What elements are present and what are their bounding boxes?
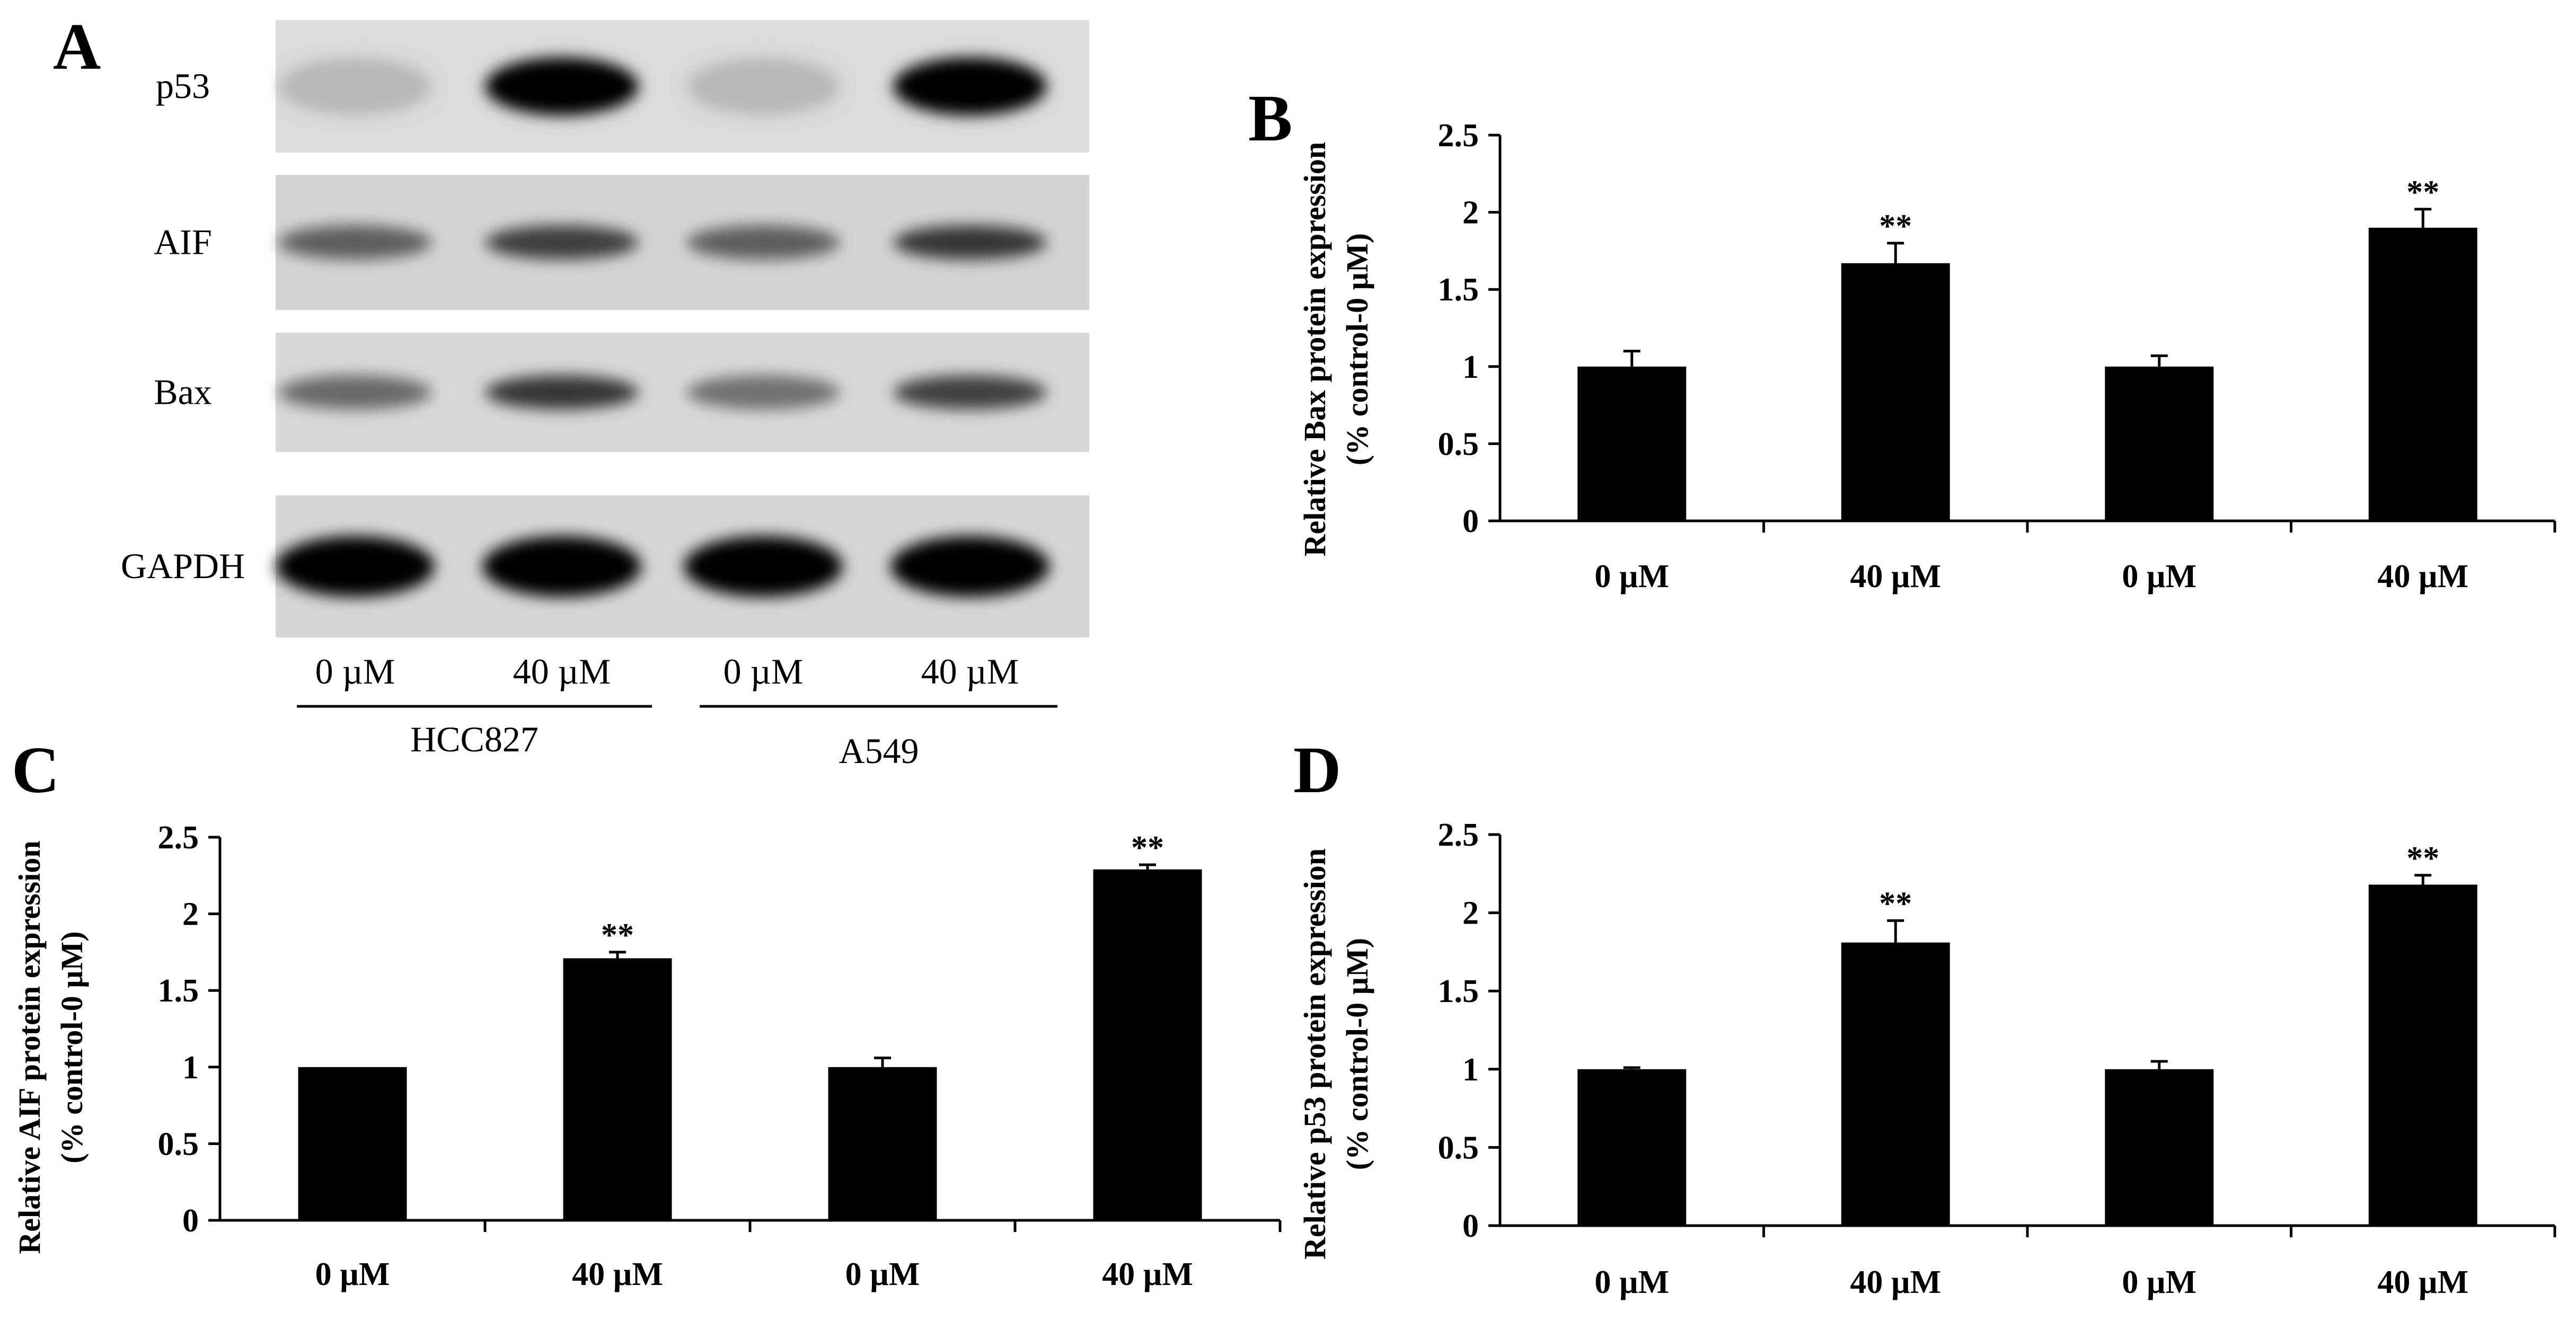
blot-lane-label: 0 µM xyxy=(724,651,804,691)
blot-band xyxy=(893,57,1047,116)
western-blot: p53 AIF Bax GAPDH 0 µM 40 µM 0 µM 40 µM HCC827… xyxy=(121,20,1089,771)
blot-band xyxy=(890,536,1049,597)
y-tick-label: 0.5 xyxy=(1438,1130,1479,1166)
bar xyxy=(298,1067,407,1220)
x-category-label: 40 µM xyxy=(572,1256,663,1292)
y-tick-label: 2.5 xyxy=(1438,118,1479,154)
blot-band xyxy=(485,375,639,410)
blot-lane-label: 0 µM xyxy=(315,651,395,691)
x-category-label: 40 µM xyxy=(2377,558,2468,595)
y-tick-label: 0 xyxy=(182,1203,199,1239)
blot-lane-label: 40 µM xyxy=(513,651,611,691)
blot-lane-label: 40 µM xyxy=(921,651,1019,691)
y-tick-label: 1.5 xyxy=(158,973,199,1009)
y-tick-label: 0.5 xyxy=(158,1126,199,1162)
bar-chart-aif: 0 0.5 1 1.5 2 2.5 0 µM ** 40 µM 0 µM ** 40 µM Relati… xyxy=(12,820,1282,1292)
x-category-label: 40 µM xyxy=(1850,558,1941,595)
blot-band xyxy=(684,536,843,597)
panel-letter-b: B xyxy=(1248,82,1292,155)
bar xyxy=(2368,884,2477,1226)
y-axis-label-units: (% control-0 µM) xyxy=(1340,938,1374,1170)
blot-protein-label: p53 xyxy=(156,66,210,106)
blot-band xyxy=(485,57,639,116)
bar xyxy=(2368,227,2477,521)
x-category-label: 0 µM xyxy=(1594,558,1669,595)
blot-band xyxy=(686,57,840,116)
bar xyxy=(828,1067,937,1220)
blot-band xyxy=(893,375,1047,410)
y-tick-label: 0 xyxy=(1462,503,1479,539)
x-category-label: 40 µM xyxy=(1850,1264,1941,1300)
y-axis-label-units: (% control-0 µM) xyxy=(55,931,89,1163)
panel-letter-a: A xyxy=(53,11,101,84)
x-category-label: 0 µM xyxy=(2122,1264,2196,1300)
bar xyxy=(1841,263,1950,521)
blot-band xyxy=(485,225,639,260)
x-category-label: 40 µM xyxy=(2377,1264,2468,1300)
panel-letter-d: D xyxy=(1293,734,1341,807)
significance-marker: ** xyxy=(1879,208,1912,244)
x-category-label: 40 µM xyxy=(1102,1256,1193,1292)
cell-line-label-hcc827: HCC827 xyxy=(410,719,539,759)
blot-band xyxy=(686,225,840,260)
x-category-label: 0 µM xyxy=(845,1256,920,1292)
y-tick-label: 2 xyxy=(1462,195,1479,231)
cell-line-label-a549: A549 xyxy=(839,731,919,771)
blot-band xyxy=(686,375,840,410)
significance-marker: ** xyxy=(1131,830,1164,866)
y-tick-label: 2 xyxy=(1462,896,1479,932)
y-axis-label: Relative p53 protein expression xyxy=(1298,848,1332,1260)
significance-marker: ** xyxy=(1879,885,1912,921)
blot-band xyxy=(893,225,1047,260)
bar xyxy=(1093,869,1202,1220)
blot-band xyxy=(278,375,432,410)
significance-marker: ** xyxy=(601,917,634,953)
bar xyxy=(1841,942,1950,1226)
x-category-label: 0 µM xyxy=(2122,558,2196,595)
blot-protein-label: Bax xyxy=(154,372,212,412)
y-tick-label: 1 xyxy=(1462,349,1479,385)
panel-letter-c: C xyxy=(12,734,59,807)
y-axis-label: Relative AIF protein expression xyxy=(12,840,47,1254)
y-tick-label: 0 xyxy=(1462,1208,1479,1244)
bar-chart-p53: 0 0.5 1 1.5 2 2.5 0 µM ** 40 µM 0 µM ** 40 µM Relati… xyxy=(1298,817,2556,1300)
y-axis-label-units: (% control-0 µM) xyxy=(1340,233,1374,465)
bar xyxy=(2105,366,2214,521)
blot-protein-label: AIF xyxy=(154,222,212,262)
blot-band xyxy=(278,225,432,260)
y-axis-label: Relative Bax protein expression xyxy=(1298,142,1332,556)
blot-band xyxy=(276,536,435,597)
y-tick-label: 1 xyxy=(1462,1052,1479,1088)
significance-marker: ** xyxy=(2406,174,2439,210)
bar xyxy=(2105,1069,2214,1226)
blot-band xyxy=(278,57,432,116)
y-tick-label: 2.5 xyxy=(1438,817,1479,853)
y-tick-label: 1.5 xyxy=(1438,272,1479,308)
blot-band xyxy=(482,536,641,597)
bar-chart-bax: 0 0.5 1 1.5 2 2.5 0 µM ** 40 µM 0 µM ** 40 µM Relati… xyxy=(1298,118,2556,595)
y-tick-label: 1 xyxy=(182,1050,199,1086)
significance-marker: ** xyxy=(2406,840,2439,876)
x-category-label: 0 µM xyxy=(1594,1264,1669,1300)
bar xyxy=(1577,1069,1687,1226)
y-tick-label: 1.5 xyxy=(1438,973,1479,1009)
y-tick-label: 2 xyxy=(182,897,199,933)
bar xyxy=(563,958,672,1220)
y-tick-label: 0.5 xyxy=(1438,426,1479,462)
x-category-label: 0 µM xyxy=(315,1256,390,1292)
bar xyxy=(1577,366,1687,521)
y-tick-label: 2.5 xyxy=(158,820,199,856)
blot-protein-label: GAPDH xyxy=(121,546,245,586)
